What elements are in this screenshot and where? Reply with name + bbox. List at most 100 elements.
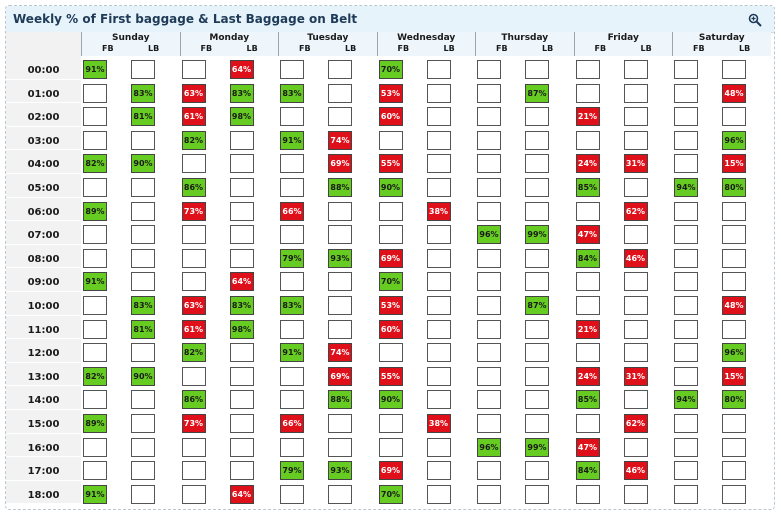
fb-cell-saturday[interactable]	[674, 461, 698, 481]
fb-cell-friday[interactable]: 47%	[575, 225, 600, 245]
fb-cell-thursday[interactable]	[477, 178, 501, 197]
fb-cell-thursday[interactable]	[477, 343, 501, 363]
lb-cell-saturday[interactable]: 48%	[722, 83, 746, 103]
lb-cell-tuesday[interactable]: 74%	[328, 343, 352, 363]
lb-cell-sunday[interactable]	[131, 272, 155, 292]
lb-cell-friday[interactable]: 62%	[623, 414, 648, 433]
lb-cell-tuesday[interactable]: 88%	[328, 178, 352, 197]
fb-cell-friday[interactable]	[575, 272, 600, 292]
lb-cell-saturday[interactable]: 96%	[722, 130, 746, 150]
lb-cell-tuesday[interactable]: 69%	[328, 154, 352, 174]
lb-cell-tuesday[interactable]	[328, 201, 352, 221]
lb-cell-friday[interactable]: 31%	[623, 154, 648, 174]
fb-cell-monday[interactable]	[181, 248, 206, 268]
lb-cell-monday[interactable]: 83%	[229, 83, 254, 103]
fb-cell-saturday[interactable]	[674, 248, 698, 268]
lb-cell-saturday[interactable]	[722, 248, 746, 268]
lb-cell-wednesday[interactable]	[426, 130, 451, 150]
fb-cell-monday[interactable]	[181, 225, 206, 245]
fb-cell-monday[interactable]	[181, 366, 206, 386]
fb-cell-wednesday[interactable]	[378, 130, 403, 150]
lb-cell-saturday[interactable]: 80%	[722, 390, 746, 410]
fb-cell-wednesday[interactable]: 70%	[378, 272, 403, 292]
fb-cell-thursday[interactable]	[477, 248, 501, 268]
fb-cell-saturday[interactable]	[674, 343, 698, 363]
fb-cell-saturday[interactable]	[674, 225, 698, 245]
lb-cell-saturday[interactable]	[722, 484, 746, 504]
lb-cell-monday[interactable]	[229, 343, 254, 363]
fb-cell-friday[interactable]	[575, 60, 600, 79]
lb-cell-wednesday[interactable]	[426, 319, 451, 339]
fb-cell-saturday[interactable]	[674, 83, 698, 103]
lb-cell-sunday[interactable]: 83%	[131, 296, 155, 315]
lb-cell-friday[interactable]	[623, 437, 648, 457]
fb-cell-sunday[interactable]	[83, 319, 107, 339]
fb-cell-sunday[interactable]: 89%	[83, 414, 107, 433]
fb-cell-thursday[interactable]	[477, 319, 501, 339]
lb-cell-wednesday[interactable]: 38%	[426, 414, 451, 433]
lb-cell-wednesday[interactable]	[426, 484, 451, 504]
lb-cell-thursday[interactable]	[525, 319, 549, 339]
lb-cell-monday[interactable]	[229, 248, 254, 268]
lb-cell-saturday[interactable]: 48%	[722, 296, 746, 315]
fb-cell-sunday[interactable]: 91%	[83, 272, 107, 292]
fb-cell-tuesday[interactable]	[280, 319, 304, 339]
fb-cell-tuesday[interactable]: 83%	[280, 83, 304, 103]
lb-cell-monday[interactable]	[229, 366, 254, 386]
fb-cell-thursday[interactable]	[477, 390, 501, 410]
lb-cell-monday[interactable]	[229, 178, 254, 197]
fb-cell-thursday[interactable]	[477, 83, 501, 103]
lb-cell-friday[interactable]	[623, 319, 648, 339]
lb-cell-monday[interactable]: 64%	[229, 272, 254, 292]
fb-cell-sunday[interactable]	[83, 83, 107, 103]
fb-cell-sunday[interactable]: 91%	[83, 484, 107, 504]
lb-cell-tuesday[interactable]	[328, 225, 352, 245]
lb-cell-saturday[interactable]	[722, 272, 746, 292]
lb-cell-tuesday[interactable]: 74%	[328, 130, 352, 150]
fb-cell-wednesday[interactable]: 55%	[378, 366, 403, 386]
fb-cell-saturday[interactable]: 94%	[674, 178, 698, 197]
fb-cell-monday[interactable]: 63%	[181, 296, 206, 315]
fb-cell-tuesday[interactable]	[280, 154, 304, 174]
fb-cell-tuesday[interactable]: 83%	[280, 296, 304, 315]
fb-cell-monday[interactable]: 86%	[181, 390, 206, 410]
lb-cell-friday[interactable]	[623, 296, 648, 315]
lb-cell-wednesday[interactable]	[426, 437, 451, 457]
lb-cell-friday[interactable]	[623, 107, 648, 127]
lb-cell-wednesday[interactable]	[426, 154, 451, 174]
lb-cell-tuesday[interactable]	[328, 319, 352, 339]
fb-cell-saturday[interactable]	[674, 366, 698, 386]
fb-cell-friday[interactable]: 85%	[575, 178, 600, 197]
lb-cell-wednesday[interactable]	[426, 296, 451, 315]
fb-cell-sunday[interactable]	[83, 248, 107, 268]
lb-cell-thursday[interactable]	[525, 484, 549, 504]
lb-cell-friday[interactable]	[623, 83, 648, 103]
lb-cell-wednesday[interactable]	[426, 83, 451, 103]
fb-cell-monday[interactable]	[181, 60, 206, 79]
fb-cell-friday[interactable]	[575, 201, 600, 221]
fb-cell-thursday[interactable]	[477, 484, 501, 504]
fb-cell-wednesday[interactable]: 69%	[378, 248, 403, 268]
lb-cell-thursday[interactable]	[525, 248, 549, 268]
fb-cell-friday[interactable]	[575, 130, 600, 150]
fb-cell-saturday[interactable]	[674, 130, 698, 150]
lb-cell-thursday[interactable]: 87%	[525, 296, 549, 315]
lb-cell-saturday[interactable]	[722, 461, 746, 481]
fb-cell-monday[interactable]: 61%	[181, 319, 206, 339]
lb-cell-monday[interactable]: 64%	[229, 484, 254, 504]
lb-cell-sunday[interactable]	[131, 225, 155, 245]
fb-cell-thursday[interactable]	[477, 272, 501, 292]
fb-cell-monday[interactable]: 73%	[181, 201, 206, 221]
fb-cell-tuesday[interactable]: 79%	[280, 248, 304, 268]
fb-cell-wednesday[interactable]: 69%	[378, 461, 403, 481]
lb-cell-sunday[interactable]	[131, 414, 155, 433]
lb-cell-wednesday[interactable]	[426, 178, 451, 197]
lb-cell-monday[interactable]: 83%	[229, 296, 254, 315]
lb-cell-monday[interactable]	[229, 437, 254, 457]
fb-cell-monday[interactable]: 86%	[181, 178, 206, 197]
lb-cell-saturday[interactable]	[722, 225, 746, 245]
fb-cell-thursday[interactable]	[477, 60, 501, 79]
lb-cell-tuesday[interactable]	[328, 437, 352, 457]
lb-cell-friday[interactable]: 31%	[623, 366, 648, 386]
fb-cell-tuesday[interactable]: 79%	[280, 461, 304, 481]
